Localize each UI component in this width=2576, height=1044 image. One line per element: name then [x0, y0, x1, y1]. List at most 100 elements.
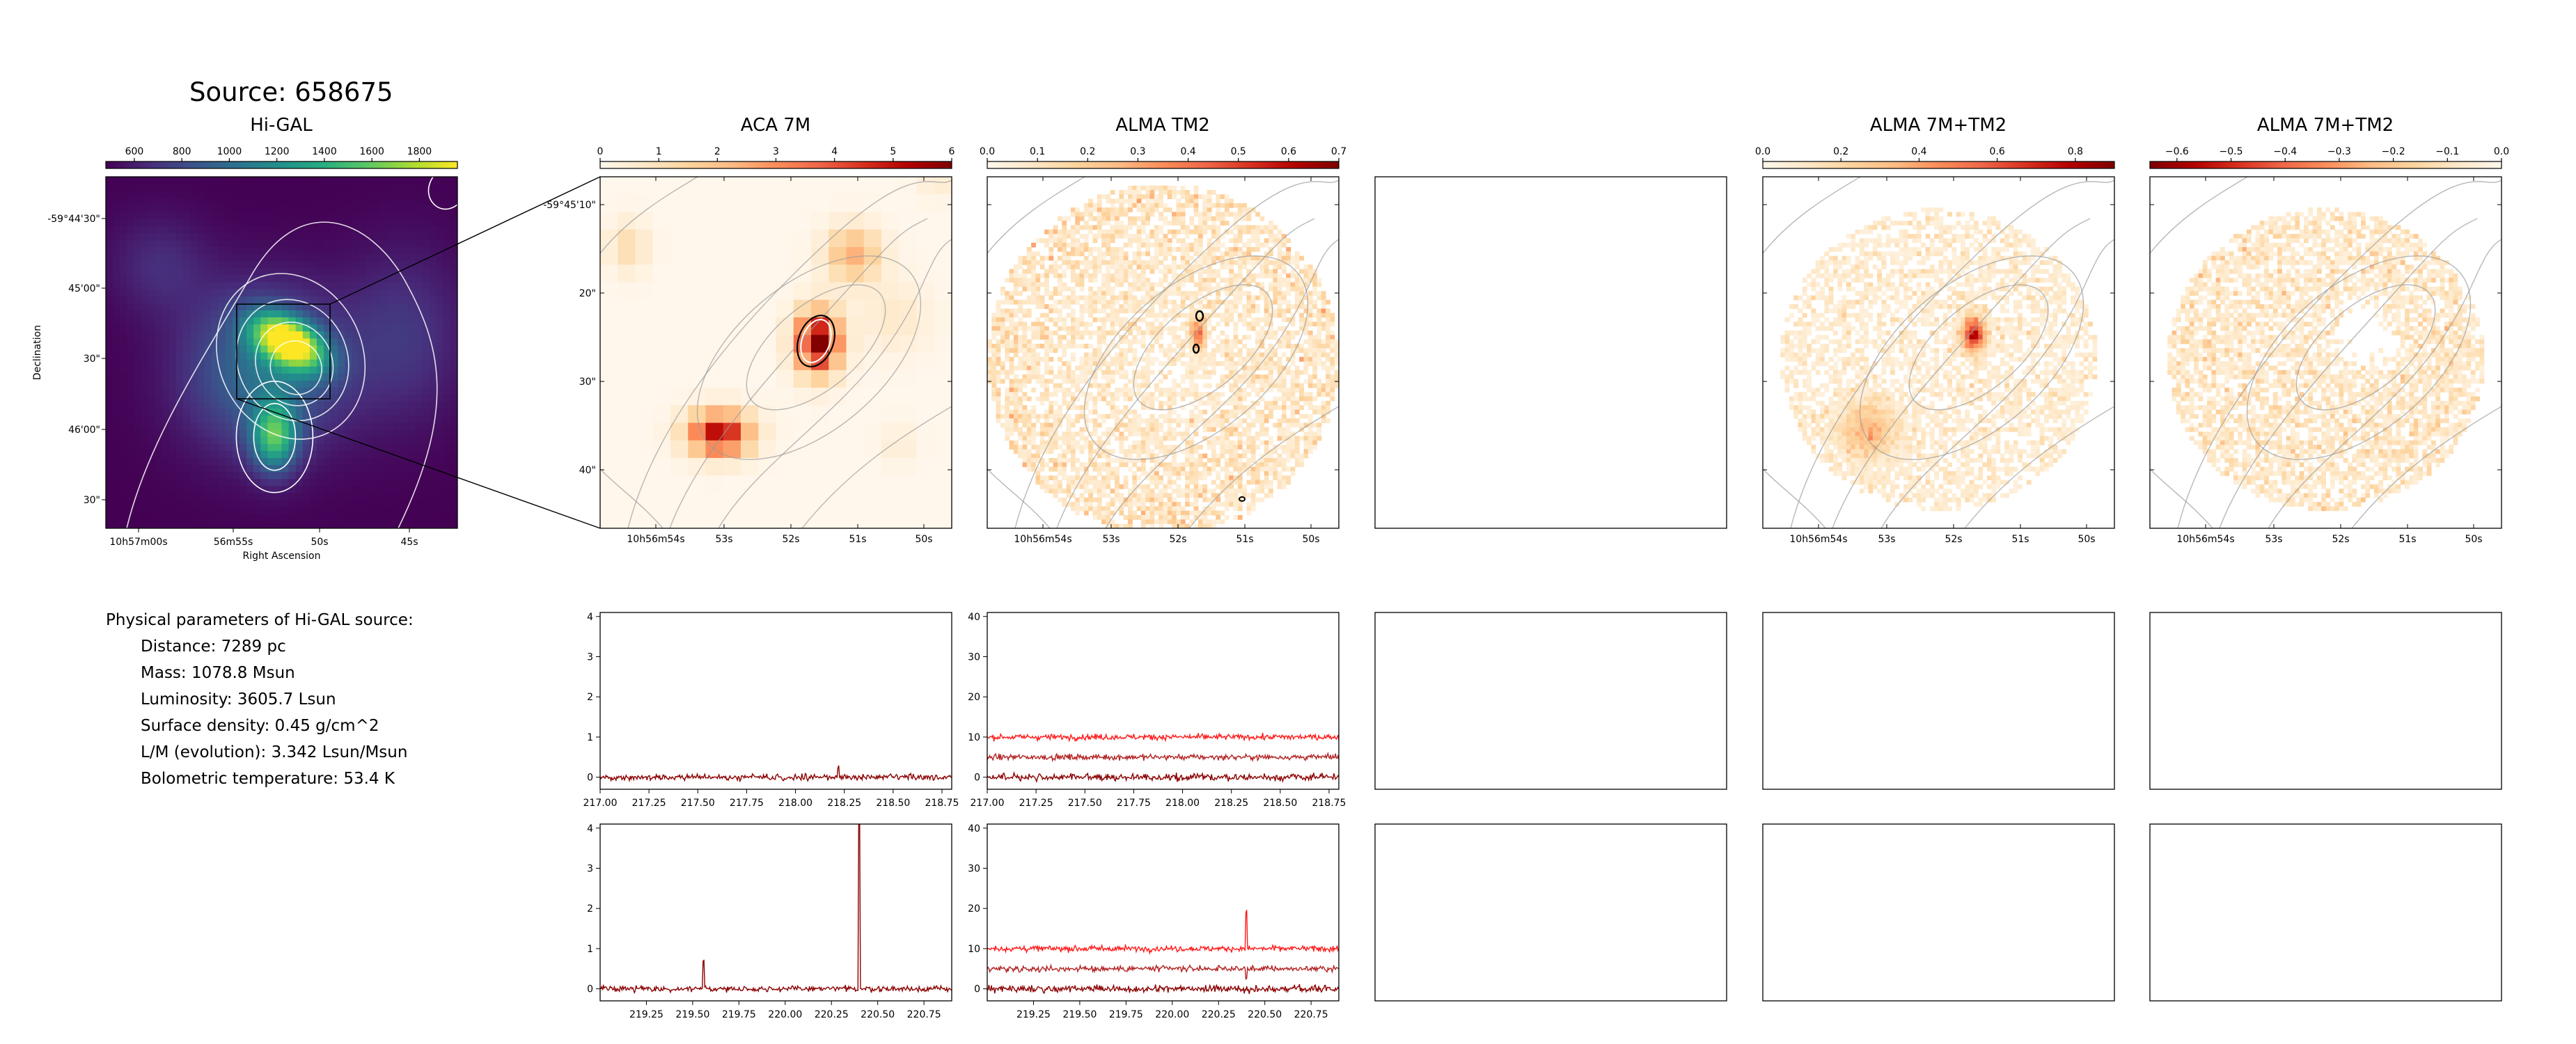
map-pixel: [934, 177, 952, 195]
map-pixel: [1211, 348, 1216, 353]
map-pixel: [309, 296, 317, 304]
map-pixel: [1083, 304, 1089, 309]
map-pixel: [183, 472, 191, 480]
map-pixel: [260, 219, 268, 227]
map-pixel: [899, 405, 918, 424]
map-pixel: [141, 366, 149, 374]
map-pixel: [1202, 198, 1208, 204]
map-pixel: [260, 177, 268, 184]
map-pixel: [1066, 361, 1071, 366]
map-pixel: [113, 458, 120, 466]
map-pixel: [1176, 291, 1181, 296]
map-pixel: [408, 402, 416, 409]
map-pixel: [1237, 356, 1243, 362]
map-pixel: [1180, 326, 1186, 331]
map-pixel: [1110, 299, 1115, 305]
map-pixel: [429, 402, 437, 409]
map-pixel: [1198, 343, 1203, 349]
map-pixel: [443, 443, 451, 452]
map-pixel: [274, 324, 283, 332]
map-pixel: [1132, 216, 1138, 221]
map-pixel: [359, 261, 367, 269]
map-pixel: [359, 282, 367, 290]
map-pixel: [148, 338, 156, 346]
map-pixel: [916, 299, 935, 318]
map-pixel: [670, 299, 689, 318]
map-pixel: [1198, 212, 1203, 217]
map-pixel: [295, 232, 304, 241]
map-pixel: [232, 366, 240, 374]
map-pixel: [1110, 189, 1115, 195]
map-pixel: [267, 219, 275, 227]
map-pixel: [1273, 352, 1278, 358]
map-pixel: [338, 402, 345, 409]
map-pixel: [302, 289, 311, 297]
map-pixel: [415, 268, 423, 276]
map-pixel: [113, 472, 120, 480]
contour-line: [600, 177, 698, 254]
map-pixel: [295, 409, 304, 416]
map-pixel: [162, 239, 170, 248]
map-pixel: [652, 352, 671, 371]
map-pixel: [436, 331, 444, 339]
map-pixel: [443, 416, 451, 424]
map-pixel: [324, 402, 331, 409]
map-pixel: [1115, 260, 1120, 265]
map-pixel: [991, 326, 997, 331]
map-pixel: [1172, 269, 1177, 274]
map-pixel: [723, 510, 741, 528]
map-pixel: [1250, 356, 1256, 362]
map-pixel: [1119, 356, 1124, 362]
map-pixel: [1281, 313, 1287, 318]
contour-line: [801, 406, 952, 528]
map-pixel: [934, 282, 952, 301]
map-pixel: [1005, 313, 1010, 318]
map-pixel: [1097, 207, 1102, 212]
panel-title-combo-pos: ALMA 7M+TM2: [1870, 115, 2006, 136]
map-pixel: [1176, 304, 1181, 309]
map-pixel: [295, 429, 304, 438]
map-pixel: [1083, 247, 1089, 252]
map-pixel: [1229, 352, 1234, 358]
map-pixel: [387, 443, 395, 452]
map-pixel: [168, 514, 177, 522]
map-pixel: [246, 331, 254, 339]
map-pixel: [652, 317, 671, 335]
map-pixel: [345, 198, 353, 205]
map-pixel: [113, 436, 120, 445]
map-pixel: [1198, 247, 1203, 252]
map-pixel: [218, 254, 226, 262]
map-pixel: [863, 440, 882, 459]
map-pixel: [260, 268, 268, 276]
map-pixel: [1159, 269, 1163, 274]
map-pixel: [1172, 286, 1177, 292]
map-pixel: [176, 366, 184, 374]
map-pixel: [190, 373, 198, 381]
map-pixel: [155, 472, 163, 480]
map-pixel: [1092, 361, 1098, 366]
map-pixel: [401, 507, 409, 515]
map-pixel: [1255, 242, 1260, 248]
map-pixel: [127, 500, 134, 508]
map-pixel: [331, 465, 338, 473]
map-pixel: [705, 335, 724, 354]
map-pixel: [1062, 238, 1067, 244]
map-pixel: [331, 486, 338, 494]
map-pixel: [345, 465, 353, 473]
map-pixel: [183, 275, 191, 283]
map-pixel: [1149, 189, 1155, 195]
map-pixel: [415, 303, 423, 311]
map-pixel: [1049, 356, 1054, 362]
map-pixel: [1049, 238, 1054, 244]
map-pixel: [1180, 212, 1186, 217]
map-pixel: [204, 219, 212, 227]
map-pixel: [1317, 352, 1322, 358]
map-pixel: [1185, 255, 1190, 261]
map-pixel: [618, 422, 636, 441]
map-pixel: [1216, 273, 1221, 278]
map-pixel: [281, 331, 290, 339]
map-pixel: [379, 219, 388, 227]
map-pixel: [1193, 185, 1199, 191]
map-pixel: [211, 247, 219, 255]
map-pixel: [1185, 343, 1190, 349]
